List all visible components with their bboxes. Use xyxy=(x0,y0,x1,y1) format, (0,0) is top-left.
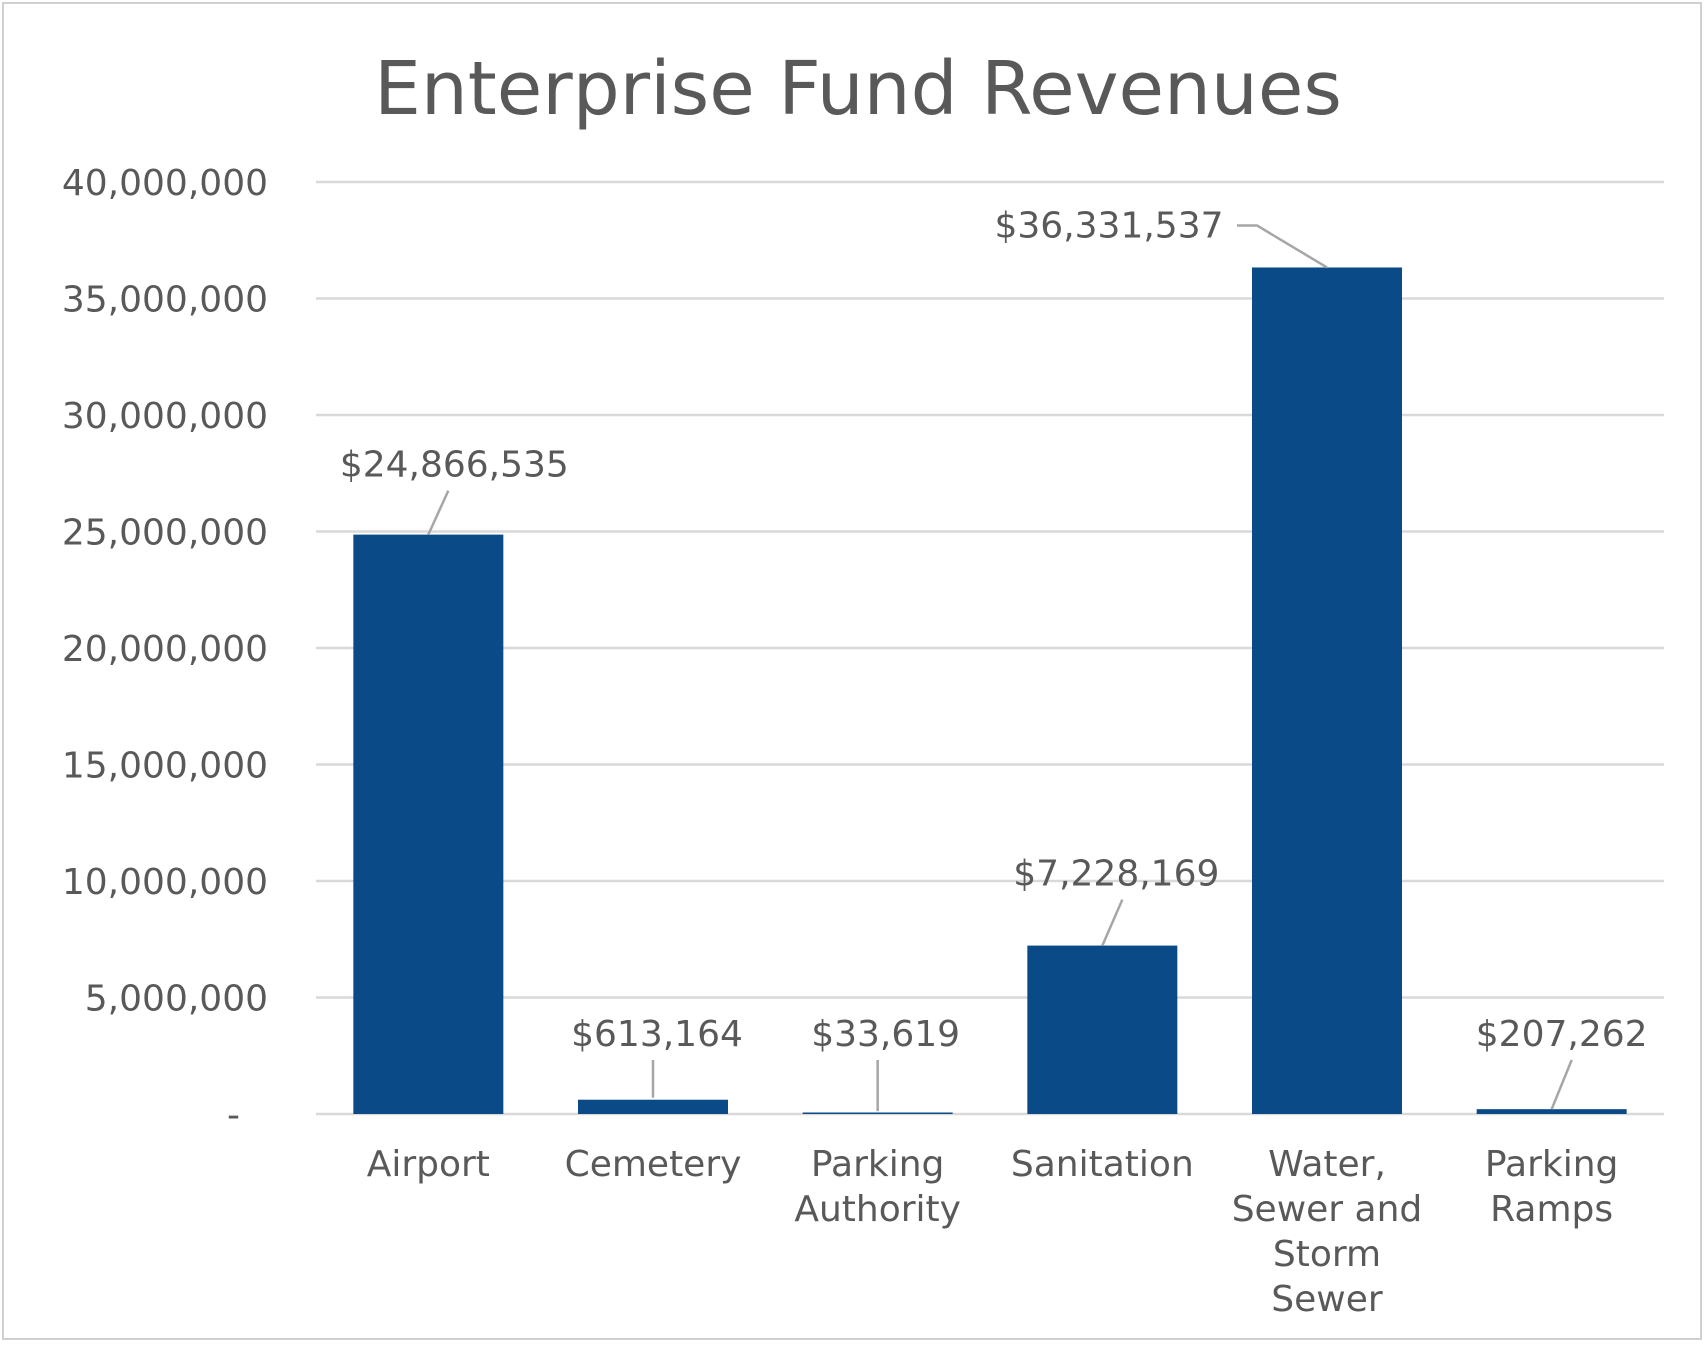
bar-chart: Enterprise Fund Revenues - 5,000,000 10,00… xyxy=(62,46,1664,1320)
x-tick-label: Sanitation xyxy=(1011,1144,1194,1185)
leader-line xyxy=(1237,224,1328,269)
data-label: $24,866,535 xyxy=(340,445,569,486)
x-tick-label: Water, Sewer and Storm Sewer xyxy=(1232,1144,1423,1320)
x-tick-label: Airport xyxy=(367,1144,490,1185)
y-tick-label: 40,000,000 xyxy=(62,163,268,204)
gridlines xyxy=(316,180,1664,1116)
x-tick-label: Parking Ramps xyxy=(1485,1144,1618,1230)
bar xyxy=(802,1112,953,1114)
y-tick-label: 20,000,000 xyxy=(62,629,268,670)
y-tick-label: 30,000,000 xyxy=(62,396,268,437)
chart-title: Enterprise Fund Revenues xyxy=(374,46,1342,132)
y-tick-label: 15,000,000 xyxy=(62,746,268,787)
y-tick-label: - xyxy=(227,1095,240,1136)
bar xyxy=(353,534,504,1114)
x-tick-label: Cemetery xyxy=(565,1144,742,1185)
data-label: $207,262 xyxy=(1476,1014,1648,1055)
bar xyxy=(1252,267,1402,1114)
y-axis-ticks: - 5,000,000 10,000,000 15,000,000 20,000,000… xyxy=(62,163,268,1136)
bars xyxy=(353,267,1627,1114)
x-tick-label: Parking Authority xyxy=(794,1144,961,1230)
leader-line xyxy=(427,490,450,536)
data-label: $613,164 xyxy=(571,1014,743,1055)
y-tick-label: 35,000,000 xyxy=(62,280,268,321)
y-tick-label: 5,000,000 xyxy=(85,979,268,1020)
data-labels: $24,866,535 $613,164 $33,619 $7,228,169 $36,… xyxy=(340,205,1648,1112)
y-tick-label: 10,000,000 xyxy=(62,862,268,903)
x-axis-ticks: Airport Cemetery Parking Authority Sanitatio… xyxy=(367,1144,1619,1320)
y-tick-label: 25,000,000 xyxy=(62,513,268,554)
leader-line xyxy=(1550,1059,1573,1110)
data-label: $7,228,169 xyxy=(1013,854,1219,895)
bar xyxy=(578,1099,728,1114)
data-label: $36,331,537 xyxy=(994,205,1223,246)
leader-line xyxy=(1101,899,1124,947)
bar xyxy=(1476,1109,1627,1114)
data-label: $33,619 xyxy=(811,1014,960,1055)
bar xyxy=(1027,945,1178,1114)
